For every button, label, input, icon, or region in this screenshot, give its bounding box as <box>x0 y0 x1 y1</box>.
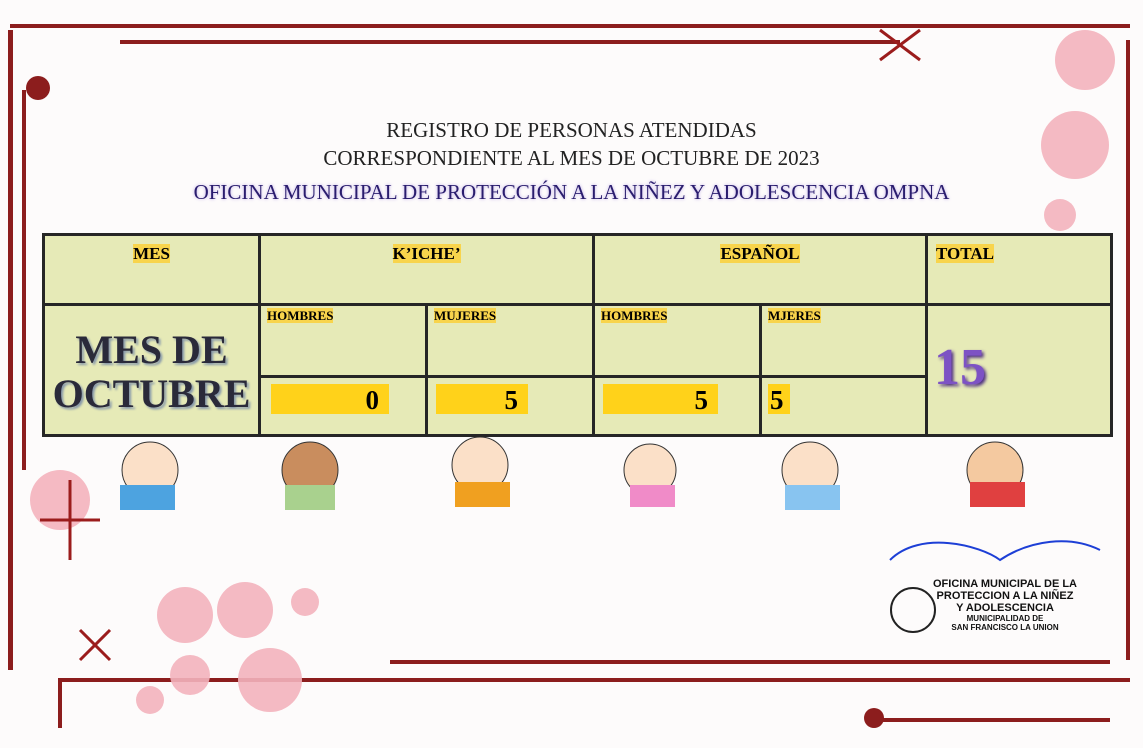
month-text: OCTUBRE <box>52 371 251 416</box>
subheader-text: HOMBRES <box>601 308 668 323</box>
header-cell: K’ICHE’ <box>258 233 595 306</box>
header-cell: ESPAÑOL <box>592 233 928 306</box>
stamp-line: Y ADOLESCENCIA <box>956 602 1054 614</box>
value-cell: 5 <box>425 375 595 437</box>
value: 0 <box>271 384 389 415</box>
value: 5 <box>768 384 790 415</box>
subheader-cell: MUJERES <box>425 303 595 378</box>
header-text: K’ICHE’ <box>392 244 461 263</box>
value: 5 <box>603 384 718 415</box>
title: REGISTRO DE PERSONAS ATENDIDAS <box>386 118 757 142</box>
header-text: TOTAL <box>936 244 994 263</box>
office-title: OFICINA MUNICIPAL DE PROTECCIÓN A LA NIÑ… <box>193 180 950 204</box>
subheader-text: HOMBRES <box>267 308 334 323</box>
month-cell: MES DE OCTUBRE <box>42 303 261 437</box>
stamp-line: OFICINA MUNICIPAL DE LA <box>932 578 1077 590</box>
value-cell: 5 <box>592 375 762 437</box>
header-cell: TOTAL <box>925 233 1113 306</box>
value-cell: 5 <box>759 375 928 437</box>
subheader-text: MJERES <box>768 308 821 323</box>
value-cell: 0 <box>258 375 428 437</box>
header-text: ESPAÑOL <box>720 244 800 263</box>
subheader-cell: MJERES <box>759 303 928 378</box>
stamp-line: PROTECCION A LA NIÑEZ <box>936 590 1074 602</box>
subheader-cell: HOMBRES <box>258 303 428 378</box>
total: 15 <box>934 339 986 396</box>
subtitle: CORRESPONDIENTE AL MES DE OCTUBRE DE 202… <box>323 146 820 170</box>
header-text: MES <box>133 244 170 263</box>
value: 5 <box>436 384 528 415</box>
stamp-line: MUNICIPALIDAD DE <box>966 614 1044 623</box>
header-cell: MES <box>42 233 261 306</box>
month-text: MES DE <box>75 327 228 372</box>
kids <box>120 436 1025 510</box>
subheader-cell: HOMBRES <box>592 303 762 378</box>
subheader-text: MUJERES <box>434 308 497 323</box>
stamp-line: SAN FRANCISCO LA UNION <box>951 623 1059 632</box>
stamp: OFICINA MUNICIPAL DE LA PROTECCION A LA … <box>930 578 1080 632</box>
total-cell: 15 <box>925 303 1113 437</box>
